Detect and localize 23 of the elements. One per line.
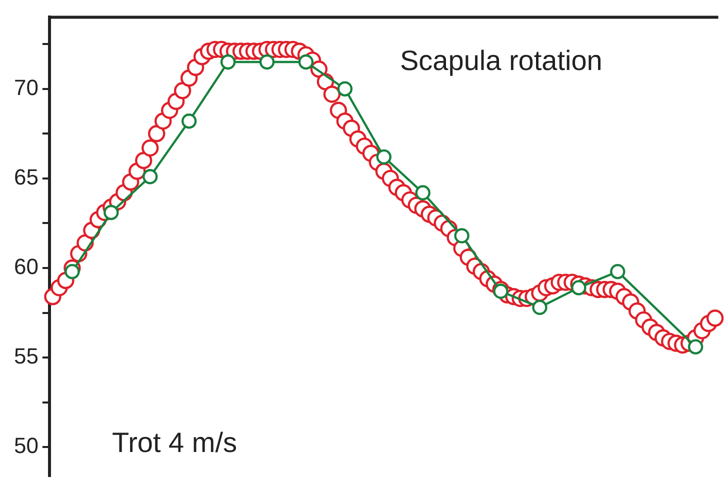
y-tick-label: 50 xyxy=(14,433,38,458)
point xyxy=(104,204,119,220)
point xyxy=(610,264,626,280)
point xyxy=(337,81,353,96)
point xyxy=(688,339,704,354)
y-tick-label: 65 xyxy=(14,164,38,190)
y-tick-label: 60 xyxy=(14,254,38,280)
point xyxy=(376,149,392,165)
point xyxy=(532,300,548,316)
point xyxy=(64,264,80,280)
point xyxy=(142,169,158,184)
annotation: Scapula rotation xyxy=(400,45,602,76)
y-tick-label: 55 xyxy=(14,344,38,369)
y-tick-label: 70 xyxy=(14,74,38,100)
point xyxy=(415,185,430,200)
point xyxy=(454,228,470,244)
point xyxy=(571,280,586,296)
point xyxy=(493,284,508,299)
point xyxy=(259,54,275,70)
point xyxy=(181,114,197,129)
point xyxy=(220,54,236,70)
point xyxy=(298,54,314,70)
annotation: Trot 4 m/s xyxy=(112,427,237,458)
